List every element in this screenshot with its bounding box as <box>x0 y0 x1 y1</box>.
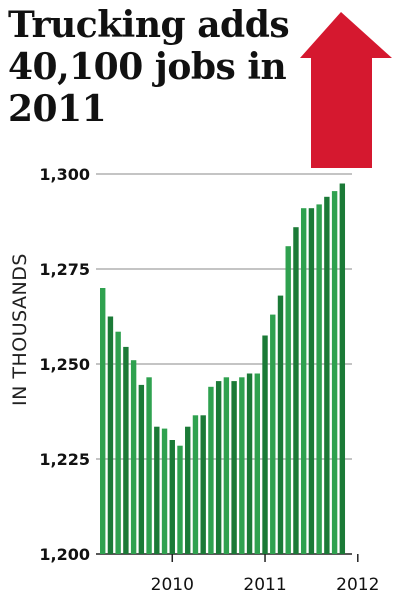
up-arrow-icon <box>300 12 392 168</box>
bar <box>130 360 137 554</box>
y-tick-label: 1,200 <box>39 545 90 564</box>
y-tick-label: 1,275 <box>39 260 90 279</box>
x-tick-labels: 2010 2011 2012 <box>151 554 379 595</box>
bar <box>185 426 191 554</box>
bar <box>285 246 291 554</box>
bar <box>115 331 121 554</box>
bar <box>169 440 175 554</box>
bar <box>177 445 183 554</box>
bar <box>192 415 199 554</box>
bar <box>308 208 315 554</box>
bar <box>293 227 299 554</box>
bar <box>215 381 222 554</box>
bar <box>254 373 260 554</box>
bar <box>339 183 346 554</box>
y-tick-label: 1,250 <box>39 355 90 374</box>
bar <box>300 208 307 554</box>
bar <box>161 428 168 554</box>
bar <box>277 295 284 554</box>
bar <box>123 346 129 554</box>
x-tick-label: 2010 <box>151 575 194 595</box>
y-tick-label: 1,225 <box>39 450 90 469</box>
bar <box>208 386 214 554</box>
bar <box>324 196 330 555</box>
bar <box>223 377 230 554</box>
chart-title: Trucking adds 40,100 jobs in 2011 <box>8 4 290 130</box>
x-tick-label: 2011 <box>243 575 286 595</box>
bars <box>100 183 346 555</box>
bar <box>100 288 106 554</box>
bar <box>331 191 338 554</box>
x-tick-label: 2012 <box>336 575 379 595</box>
y-tick-label: 1,300 <box>39 165 90 184</box>
bar <box>154 426 160 554</box>
bar <box>246 373 253 554</box>
bar <box>107 316 114 554</box>
bar <box>146 377 152 554</box>
bar <box>138 384 145 554</box>
bar <box>270 314 276 554</box>
bar <box>200 415 206 554</box>
bar <box>231 381 237 554</box>
bar <box>262 335 268 554</box>
bar <box>316 204 322 554</box>
bar <box>239 377 245 554</box>
y-tick-labels: 1,200 1,225 1,250 1,275 1,300 <box>39 165 90 564</box>
